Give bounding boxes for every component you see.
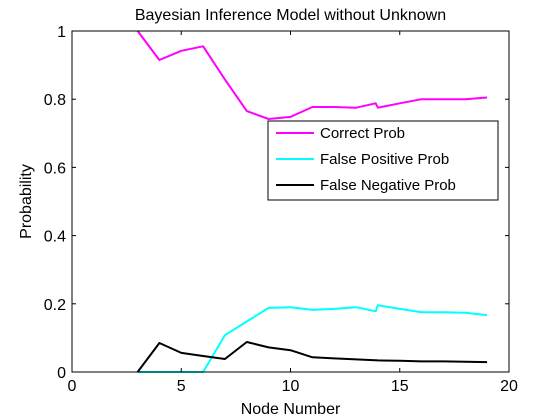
plot-area-background [72,31,509,372]
x-tick-label: 20 [500,378,518,395]
y-axis-label: Probability [18,164,35,239]
y-tick-label: 1 [57,24,66,41]
y-tick-label: 0 [57,365,66,382]
x-axis-label: Node Number [241,401,341,418]
legend: Correct Prob False Positive Prob False Neg… [267,120,499,201]
tick-layer: 0 5 10 15 20 0 0.2 0.4 0.6 0.8 1 [44,24,518,395]
y-tick-label: 0.6 [44,160,66,177]
legend-label-false-negative-prob: False Negative Prob [320,177,456,194]
series-line-false-negative-prob [136,341,488,373]
legend-items: Correct Prob False Positive Prob False Neg… [276,125,456,194]
y-tick-label: 0.4 [44,229,66,246]
x-tick-label: 0 [68,378,77,395]
x-tick-label: 15 [391,378,409,395]
x-tick-label: 5 [177,378,186,395]
y-tick-label: 0.2 [44,297,66,314]
y-tick-label: 0.8 [44,92,66,109]
legend-label-false-positive-prob: False Positive Prob [320,151,449,168]
plot-area: 0 5 10 15 20 0 0.2 0.4 0.6 0.8 1 [44,24,518,395]
x-tick-label: 10 [282,378,300,395]
series-line-correct-prob [136,30,488,120]
legend-label-correct-prob: Correct Prob [320,125,405,142]
legend-box [267,120,499,201]
chart-title: Bayesian Inference Model without Unknown [135,7,446,24]
